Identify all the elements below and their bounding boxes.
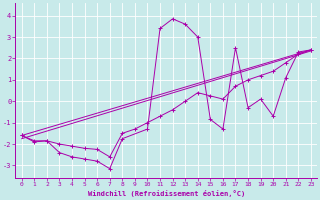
X-axis label: Windchill (Refroidissement éolien,°C): Windchill (Refroidissement éolien,°C) [88,190,245,197]
